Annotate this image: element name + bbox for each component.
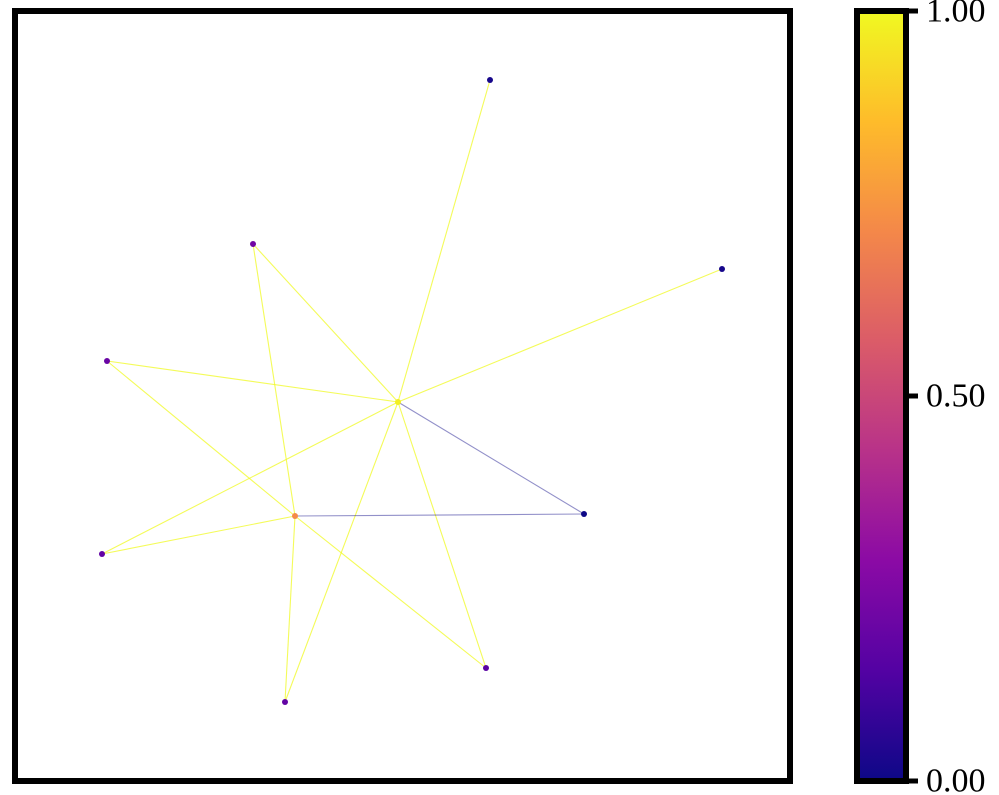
node-n_top — [487, 77, 493, 83]
node-n_lower_left — [99, 551, 105, 557]
node-n_bottom — [282, 699, 288, 705]
edge-hub-n_left — [106, 360, 399, 403]
colorbar-ticks: 0.00 0.50 1.00 — [906, 0, 986, 795]
colorbar — [854, 8, 909, 784]
nodes-layer — [99, 77, 725, 705]
edge-hub-n_top — [397, 79, 491, 403]
edge-n2-n_bottom — [284, 515, 296, 703]
node-hub — [395, 399, 401, 405]
edge-n2-n_mid_right — [294, 513, 585, 517]
edge-n2-n_lower_right — [294, 515, 487, 669]
node-n_right — [719, 266, 725, 272]
edge-n2-n_upper_left — [252, 243, 296, 517]
edge-hub-n_lower_left — [101, 401, 399, 555]
node-n_mid_right — [581, 511, 587, 517]
edge-n2-n_lower_left — [101, 515, 296, 555]
edge-hub-n_mid_right — [397, 401, 585, 515]
node-n_left — [104, 358, 110, 364]
edge-hub-n_upper_left — [252, 243, 399, 403]
colorbar-tick-label-1: 0.50 — [926, 378, 986, 415]
node-n_upper_left — [250, 241, 256, 247]
edge-n2-n_left — [106, 360, 296, 517]
edges-layer — [101, 79, 723, 703]
edge-hub-n_lower_right — [397, 401, 487, 669]
edge-hub-n_bottom — [284, 401, 399, 703]
colorbar-tick-label-2: 1.00 — [926, 0, 986, 30]
edge-hub-n_right — [397, 268, 723, 403]
plot-frame — [12, 8, 793, 784]
colorbar-tick-label-0: 0.00 — [926, 763, 986, 795]
node-n_lower_right — [483, 665, 489, 671]
node-n2 — [292, 513, 298, 519]
